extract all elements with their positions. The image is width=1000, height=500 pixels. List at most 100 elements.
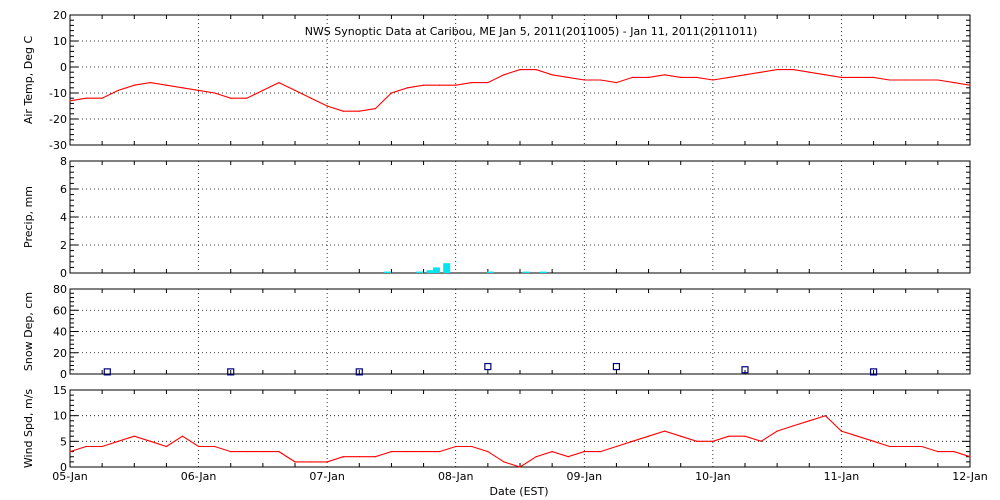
- x-tick-label: 12-Jan: [952, 470, 988, 483]
- y-axis-label: Wind Spd, m/s: [22, 389, 35, 469]
- data-point: [390, 451, 393, 453]
- data-point: [406, 87, 409, 89]
- data-point: [230, 451, 232, 453]
- data-point: [374, 108, 376, 110]
- data-point: [455, 84, 457, 86]
- data-point: [535, 69, 537, 71]
- data-point: [744, 435, 746, 437]
- data-point: [503, 461, 505, 463]
- data-point: [85, 97, 87, 99]
- data-point: [680, 435, 682, 437]
- x-axis-label: Date (EST): [489, 485, 548, 498]
- y-tick-label: 20: [53, 9, 67, 22]
- data-point: [214, 92, 216, 94]
- data-point: [744, 74, 746, 76]
- data-point: [246, 451, 248, 453]
- precip-bar: [416, 271, 424, 273]
- data-point: [214, 445, 216, 448]
- data-point: [439, 451, 441, 453]
- data-point: [808, 420, 810, 422]
- panel-frame: [69, 389, 971, 468]
- data-point: [728, 76, 730, 78]
- data-point: [422, 451, 425, 453]
- snow-depth-marker: [612, 362, 621, 371]
- y-tick-label: 20: [53, 347, 67, 360]
- data-point: [406, 451, 409, 453]
- data-point: [535, 456, 537, 458]
- chart-title: NWS Synoptic Data at Caribou, ME Jan 5, …: [305, 25, 758, 38]
- data-point: [953, 82, 955, 84]
- data-point: [905, 79, 907, 81]
- data-point: [294, 89, 296, 91]
- y-tick-label: 0: [60, 61, 67, 74]
- y-tick-label: 0: [60, 368, 67, 381]
- y-tick-label: -20: [49, 113, 67, 126]
- data-point: [294, 461, 296, 463]
- data-point: [503, 74, 505, 76]
- data-point: [181, 435, 184, 437]
- x-tick-label: 10-Jan: [695, 470, 731, 483]
- data-point: [471, 82, 473, 84]
- data-point: [342, 110, 344, 112]
- data-point: [776, 69, 778, 71]
- data-point: [487, 82, 489, 84]
- data-point: [85, 445, 87, 448]
- snow-depth-marker: [741, 366, 749, 374]
- data-point: [69, 451, 71, 453]
- data-point: [680, 76, 682, 78]
- data-point: [101, 445, 103, 448]
- data-point: [664, 430, 666, 432]
- data-point: [760, 440, 762, 442]
- data-point: [422, 84, 425, 86]
- x-tick-label: 11-Jan: [824, 470, 860, 483]
- panels: -30 -20 -10 0 10 20 Air Temp, Deg C 0 2 4 6 8 Precip…: [22, 9, 988, 483]
- data-point: [937, 451, 939, 453]
- data-point: [455, 445, 457, 448]
- precip-bar: [384, 271, 392, 273]
- data-point: [165, 445, 168, 448]
- x-tick-label: 07-Jan: [309, 470, 345, 483]
- series-line-air-temp: [69, 69, 971, 112]
- data-point: [471, 445, 473, 448]
- data-point: [792, 69, 794, 71]
- data-point: [519, 466, 521, 468]
- data-point: [647, 76, 650, 78]
- data-point: [937, 79, 939, 81]
- data-point: [921, 79, 923, 81]
- data-point: [856, 76, 859, 78]
- y-axis-label: Air Temp, Deg C: [22, 36, 35, 125]
- x-tick-label: 08-Jan: [438, 470, 474, 483]
- y-tick-label: 40: [53, 326, 67, 339]
- data-point: [117, 89, 119, 91]
- data-point: [889, 79, 891, 81]
- data-point: [551, 451, 553, 453]
- data-point: [326, 461, 328, 463]
- data-point: [615, 445, 618, 448]
- y-tick-label: 0: [60, 461, 67, 474]
- data-point: [230, 97, 232, 99]
- y-tick-label: -30: [49, 139, 67, 152]
- data-point: [599, 79, 601, 81]
- precip-bar: [522, 271, 530, 273]
- data-point: [647, 435, 650, 437]
- data-point: [117, 440, 119, 442]
- snow-depth-marker: [227, 368, 235, 376]
- y-tick-label: 15: [53, 384, 67, 397]
- data-point: [390, 92, 393, 94]
- data-point: [583, 451, 585, 453]
- y-axis-label: Snow Dep, cm: [22, 292, 35, 371]
- snow-depth-marker: [484, 362, 492, 371]
- data-point: [776, 430, 778, 432]
- data-point: [872, 76, 875, 78]
- data-point: [824, 74, 826, 76]
- data-point: [101, 97, 103, 99]
- y-tick-label: 80: [53, 283, 67, 296]
- panel-air-temp: -30 -20 -10 0 10 20 Air Temp, Deg C: [22, 9, 971, 152]
- data-point: [165, 84, 168, 86]
- data-point: [133, 84, 135, 86]
- precip-bar: [443, 263, 451, 273]
- snow-depth-marker: [869, 368, 878, 376]
- data-point: [728, 435, 730, 437]
- y-tick-label: 2: [60, 239, 67, 252]
